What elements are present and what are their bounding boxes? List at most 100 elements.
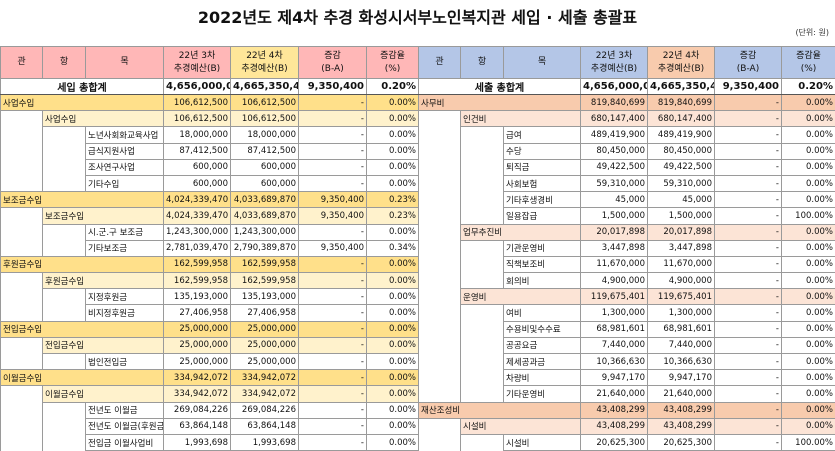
value-b: 334,942,072 xyxy=(230,385,299,403)
total-diff: 9,350,400 xyxy=(298,78,367,95)
empty-cell xyxy=(0,159,43,176)
value-diff: - xyxy=(298,255,367,274)
value-rate: 0.00% xyxy=(781,126,835,144)
value-rate: 0.00% xyxy=(366,385,419,403)
value-a: 1,500,000 xyxy=(580,207,648,225)
value-b: 11,670,000 xyxy=(647,255,715,274)
value-diff: - xyxy=(714,93,782,112)
value-b: 819,840,699 xyxy=(647,93,715,112)
value-diff: - xyxy=(298,336,367,355)
value-diff: - xyxy=(298,304,367,322)
value-rate: 0.00% xyxy=(366,174,419,193)
value-a: 162,599,958 xyxy=(163,272,231,290)
value-diff: - xyxy=(714,223,782,241)
value-a: 106,612,500 xyxy=(163,93,231,112)
value-b: 43,408,299 xyxy=(647,417,715,435)
mok-label: 노년사회화교육사업 xyxy=(85,126,164,144)
value-b: 9,947,170 xyxy=(647,369,715,387)
empty-cell xyxy=(418,159,461,176)
empty-cell xyxy=(460,240,504,257)
table-row: 인건비 680,147,400 680,147,400-0.00% xyxy=(418,110,835,128)
column-header: 증감 (B-A) xyxy=(714,46,782,79)
mok-label: 수용비및수수료 xyxy=(503,320,581,338)
value-a: 21,640,000 xyxy=(580,385,648,403)
column-header: 관 xyxy=(0,46,43,79)
value-diff: - xyxy=(298,401,367,419)
table-row: 기관운영비 3,447,898 3,447,898-0.00% xyxy=(418,239,835,257)
table-row: 기타운영비 21,640,000 21,640,000-0.00% xyxy=(418,385,835,403)
mok-label: 비지정후원금 xyxy=(85,304,164,322)
mok-label: 퇴직금 xyxy=(503,158,581,176)
value-diff: - xyxy=(714,239,782,257)
total-a: 4,656,000,000 xyxy=(163,78,231,95)
value-diff: - xyxy=(298,320,367,338)
value-b: 25,000,000 xyxy=(230,352,299,371)
mok-label: 조사연구사업 xyxy=(85,158,164,176)
total-rate: 0.20% xyxy=(366,78,419,95)
empty-cell xyxy=(460,126,504,144)
value-a: 49,422,500 xyxy=(580,158,648,176)
column-header: 증감율 (%) xyxy=(781,46,835,79)
empty-cell xyxy=(0,288,43,305)
empty-cell xyxy=(0,402,43,419)
value-b: 489,419,900 xyxy=(647,126,715,144)
value-b: 680,147,400 xyxy=(647,110,715,128)
value-rate: 0.00% xyxy=(366,369,419,387)
table-row: 보조금수입 4,024,339,470 4,033,689,870 9,350,400… xyxy=(0,191,419,209)
table-row: 기타보조금 2,781,039,470 2,790,389,870 9,350,400… xyxy=(0,239,419,257)
value-rate: 0.00% xyxy=(366,304,419,322)
value-a: 4,024,339,470 xyxy=(163,207,231,225)
total-label: 세입 총합계 xyxy=(0,78,164,95)
gwan-label: 보조금수입 xyxy=(0,191,164,209)
table-row: 시.군.구 보조금 1,243,300,000 1,243,300,000-0.00… xyxy=(0,223,419,241)
mok-label: 법인전입금 xyxy=(85,352,164,371)
table-row: 후원금수입 162,599,958 162,599,958-0.00% xyxy=(0,255,419,274)
table-row: 운영비 119,675,401 119,675,401-0.00% xyxy=(418,288,835,306)
mok-label: 제세공과금 xyxy=(503,352,581,371)
empty-cell xyxy=(42,402,86,419)
value-diff: - xyxy=(298,158,367,176)
empty-cell xyxy=(42,240,86,257)
table-row: 전년도 이월금(후원금) 63,864,148 63,864,148-0.00% xyxy=(0,417,419,435)
value-b: 49,422,500 xyxy=(647,158,715,176)
value-rate: 0.00% xyxy=(366,417,419,435)
value-a: 59,310,000 xyxy=(580,174,648,193)
value-diff: - xyxy=(298,93,367,112)
empty-cell xyxy=(42,224,86,241)
value-diff: - xyxy=(298,126,367,144)
value-rate: 0.00% xyxy=(366,158,419,176)
value-rate: 0.23% xyxy=(366,207,419,225)
gwan-label: 사무비 xyxy=(418,93,581,112)
value-diff: - xyxy=(714,255,782,274)
mok-label: 사회보험 xyxy=(503,174,581,193)
value-rate: 0.34% xyxy=(366,239,419,257)
table-row: 수용비및수수료 68,981,601 68,981,601-0.00% xyxy=(418,320,835,338)
table-row: 비지정후원금 27,406,958 27,406,958-0.00% xyxy=(0,304,419,322)
value-rate: 0.00% xyxy=(366,223,419,241)
empty-cell xyxy=(418,272,461,289)
value-diff: - xyxy=(298,223,367,241)
table-row: 전입금 이월사업비 1,993,698 1,993,698-0.00% xyxy=(0,433,419,451)
value-rate: 0.00% xyxy=(781,288,835,306)
empty-cell xyxy=(42,304,86,322)
gwan-label: 후원금수입 xyxy=(0,255,164,274)
value-b: 25,000,000 xyxy=(230,320,299,338)
table-row: 이월금수입 334,942,072 334,942,072-0.00% xyxy=(0,385,419,403)
revenue-table: 관 항 목 22년 3차 추경예산(B) 22년 4차 추경예산(B) 증감 (B-A) 증감율(… xyxy=(0,46,419,451)
value-a: 68,981,601 xyxy=(580,320,648,338)
gwan-label: 사업수입 xyxy=(0,93,164,112)
value-rate: 0.23% xyxy=(366,191,419,209)
value-b: 45,000 xyxy=(647,191,715,209)
value-rate: 0.00% xyxy=(781,142,835,160)
value-a: 1,993,698 xyxy=(163,433,231,451)
column-header: 목 xyxy=(85,46,164,79)
empty-cell xyxy=(42,143,86,160)
value-a: 9,947,170 xyxy=(580,369,648,387)
value-diff: - xyxy=(298,174,367,193)
total-b: 4,665,350,400 xyxy=(230,78,299,95)
value-diff: - xyxy=(714,352,782,371)
table-row: 제세공과금 10,366,630 10,366,630-0.00% xyxy=(418,352,835,371)
value-rate: 0.00% xyxy=(781,174,835,193)
table-row: 공공요금 7,440,000 7,440,000-0.00% xyxy=(418,336,835,355)
empty-cell xyxy=(460,304,504,322)
